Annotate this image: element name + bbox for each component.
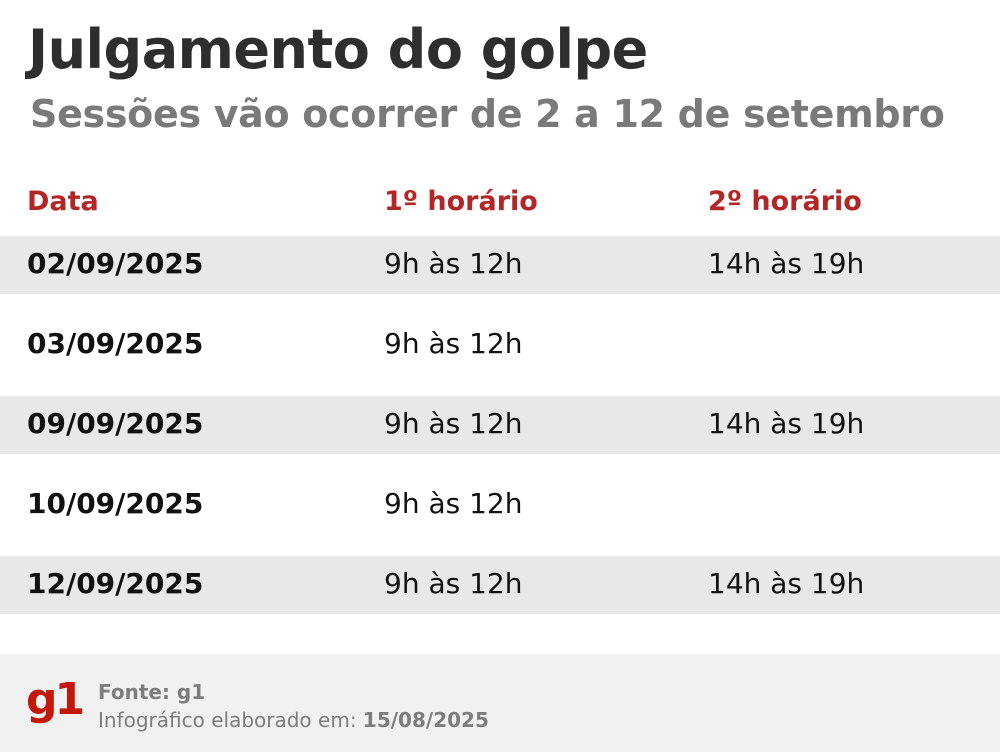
schedule-table: Data 1º horário 2º horário 02/09/2025 9h… <box>0 176 1000 636</box>
row-date: 12/09/2025 <box>27 567 204 600</box>
page-subtitle: Sessões vão ocorrer de 2 a 12 de setembr… <box>30 92 945 136</box>
credit-date: 15/08/2025 <box>362 708 489 732</box>
row-background <box>0 236 1000 294</box>
row-date: 03/09/2025 <box>27 327 204 360</box>
row-first-slot: 9h às 12h <box>384 487 523 520</box>
row-date: 02/09/2025 <box>27 247 204 280</box>
row-first-slot: 9h às 12h <box>384 567 523 600</box>
row-first-slot: 9h às 12h <box>384 407 523 440</box>
row-date: 09/09/2025 <box>27 407 204 440</box>
row-first-slot: 9h às 12h <box>384 327 523 360</box>
row-background <box>0 396 1000 454</box>
footer: g1 Fonte: g1 Infográfico elaborado em: 1… <box>0 654 1000 752</box>
row-date: 10/09/2025 <box>27 487 204 520</box>
table-header: Data 1º horário 2º horário <box>0 176 1000 236</box>
credit-label: Infográfico elaborado em: <box>98 708 363 732</box>
g1-logo: g1 <box>26 674 85 725</box>
column-header-first-slot: 1º horário <box>384 186 538 217</box>
table-row: 02/09/2025 9h às 12h 14h às 19h <box>0 236 1000 316</box>
source-text: Fonte: g1 <box>98 680 206 704</box>
table-row: 09/09/2025 9h às 12h 14h às 19h <box>0 396 1000 476</box>
table-row: 10/09/2025 9h às 12h <box>0 476 1000 556</box>
row-second-slot: 14h às 19h <box>708 567 865 600</box>
row-second-slot: 14h às 19h <box>708 247 865 280</box>
table-row: 12/09/2025 9h às 12h 14h às 19h <box>0 556 1000 636</box>
column-header-second-slot: 2º horário <box>708 186 862 217</box>
row-second-slot: 14h às 19h <box>708 407 865 440</box>
credit-text: Infográfico elaborado em: 15/08/2025 <box>98 708 489 732</box>
row-background <box>0 556 1000 614</box>
column-header-date: Data <box>27 186 99 217</box>
table-row: 03/09/2025 9h às 12h <box>0 316 1000 396</box>
page-title: Julgamento do golpe <box>28 18 648 81</box>
row-first-slot: 9h às 12h <box>384 247 523 280</box>
